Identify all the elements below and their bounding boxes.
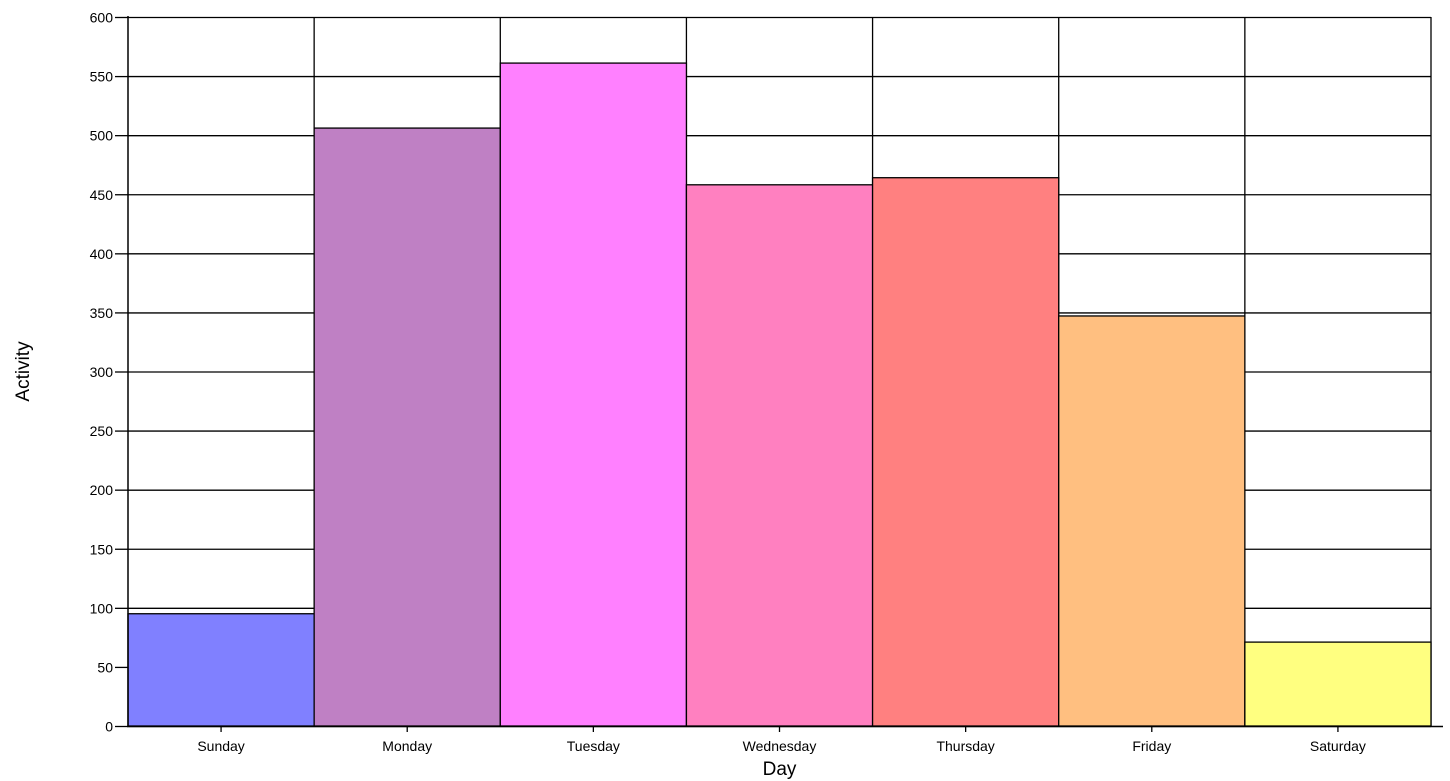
bar-sunday	[127, 613, 315, 727]
y-tick-label: 450	[90, 187, 114, 203]
bar-friday	[1058, 315, 1246, 727]
x-tick-label: Monday	[382, 738, 432, 754]
x-tick-label: Wednesday	[743, 738, 817, 754]
bar-tuesday	[499, 62, 688, 727]
x-tick-label: Saturday	[1310, 738, 1366, 754]
y-tick-label: 50	[97, 659, 113, 675]
y-tick-label: 200	[90, 482, 114, 498]
bar-wednesday	[685, 184, 874, 727]
y-tick-label: 100	[90, 600, 114, 616]
y-tick-label: 350	[90, 305, 114, 321]
x-tick-label: Tuesday	[567, 738, 620, 754]
y-tick-label: 0	[105, 719, 113, 735]
y-axis-ticks: 0 50 100 150 200 250 300 350 400 450 500 550 600	[90, 10, 128, 735]
x-axis-title: Day	[763, 759, 797, 780]
y-tick-label: 400	[90, 246, 114, 262]
bar-saturday	[1244, 641, 1432, 727]
y-tick-label: 500	[90, 128, 114, 144]
x-tick-label: Sunday	[197, 738, 244, 754]
x-tick-label: Friday	[1132, 738, 1171, 754]
y-tick-label: 250	[90, 423, 114, 439]
x-axis-ticks: Sunday Monday Tuesday Wednesday Thursday Frid…	[197, 726, 1366, 754]
y-tick-label: 150	[90, 541, 114, 557]
bars	[127, 62, 1432, 727]
y-tick-label: 600	[90, 10, 114, 26]
x-tick-label: Thursday	[936, 738, 994, 754]
y-tick-label: 550	[90, 69, 114, 85]
bar-thursday	[871, 177, 1060, 727]
y-tick-label: 300	[90, 364, 114, 380]
bar-monday	[313, 127, 501, 727]
y-axis-title: Activity	[13, 341, 34, 402]
